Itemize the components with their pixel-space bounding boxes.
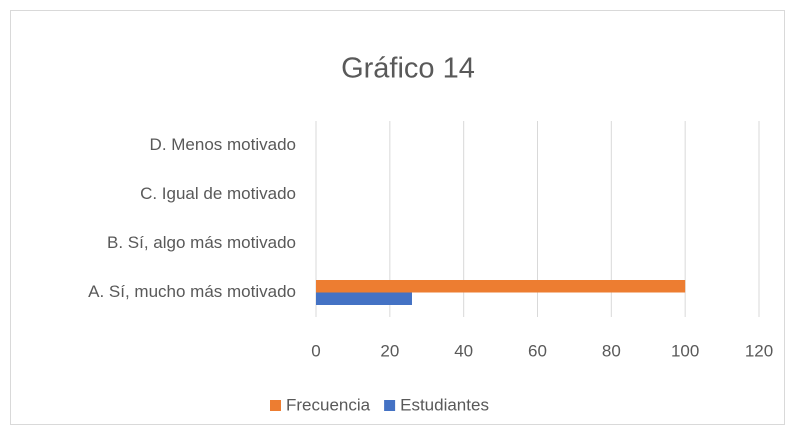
bar (316, 280, 686, 293)
chart-title: Gráfico 14 (341, 53, 475, 85)
y-tick-label: D. Menos motivado (150, 135, 296, 154)
legend-swatch (384, 400, 396, 411)
y-tick-label: A. Sí, mucho más motivado (88, 282, 296, 301)
legend-label: Frecuencia (286, 395, 371, 414)
x-tick-label: 40 (454, 341, 473, 360)
chart-frame (10, 10, 785, 425)
x-tick-label: 0 (311, 341, 320, 360)
x-tick-label: 100 (671, 341, 699, 360)
x-tick-label: 60 (528, 341, 547, 360)
x-tick-label: 20 (380, 341, 399, 360)
legend-swatch (270, 400, 281, 411)
bar (316, 292, 412, 305)
x-tick-label: 80 (602, 341, 621, 360)
y-tick-label: C. Igual de motivado (140, 184, 296, 203)
y-tick-label: B. Sí, algo más motivado (107, 233, 296, 252)
x-tick-label: 120 (745, 341, 773, 360)
legend-label: Estudiantes (400, 395, 489, 414)
